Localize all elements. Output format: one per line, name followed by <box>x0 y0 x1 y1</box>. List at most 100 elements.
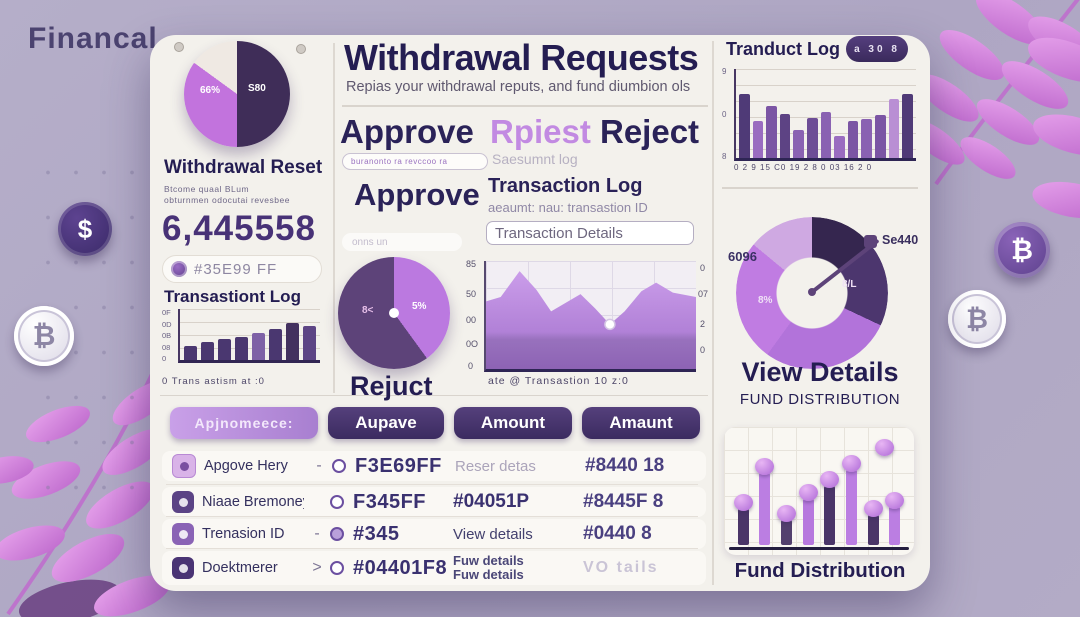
pie-slice-label-right: S80 <box>248 83 266 94</box>
leaf-branch-bottom-left <box>0 369 172 617</box>
row-code: #04401F8 <box>353 556 448 579</box>
row-separator: > <box>312 559 322 576</box>
bitcoin-coin-icon-right-white: ₿ <box>948 290 1006 348</box>
row-right-code: VO tails <box>583 559 659 576</box>
row-detail-link[interactable]: View details <box>453 525 533 543</box>
screw-icon-right <box>296 44 306 54</box>
meta-line-1: Btcome quaal BLum <box>164 184 250 194</box>
screw-icon-left <box>174 42 184 52</box>
area-ytick-right: 0 <box>700 263 706 273</box>
area-ytick: 0 <box>468 361 474 371</box>
pie-center-dot <box>389 308 399 318</box>
transaction-log-title-left: Transastiont Log <box>164 287 301 306</box>
row-label: Trenasion ID <box>202 526 285 542</box>
filter-button-amount-2[interactable]: Amaunt <box>582 407 700 439</box>
transaction-mini-bar-chart: 0F 0D 0B 08 0 <box>162 309 322 373</box>
fund-lollipop-bars <box>733 439 905 545</box>
bitcoin-coin-icon-left: ₿ <box>14 306 74 366</box>
donut-legend-label: Se440 <box>882 233 919 247</box>
mini-chart-y-axis: 0F 0D 0B 08 0 <box>162 308 172 363</box>
row-icon <box>172 557 194 579</box>
divider-left-column <box>333 43 335 393</box>
leaf-branch-top-right <box>907 0 1080 219</box>
filter-button-approve-light[interactable]: Apjnomeece: <box>170 407 318 439</box>
page-subtitle: Repias your withdrawal reputs, and fund … <box>346 79 691 95</box>
reject-pie-label-left: 8< <box>362 305 374 316</box>
bar-chart-y-axis: 9 0 8 <box>722 67 727 161</box>
withdrawal-reset-title: Withdrawal Reset <box>164 157 323 178</box>
fund-axis-line <box>729 546 909 550</box>
reject-pie-chart: 8< 5% <box>338 257 450 369</box>
meta-line-2: obturnmen odocutai revesbee <box>164 195 290 205</box>
mini-chart-bars <box>178 309 320 363</box>
transaction-log-subheading: aeaumt: nau: transastion ID <box>488 200 648 215</box>
donut-slice-label-dark: 8/L <box>842 279 857 290</box>
row-label: Doektmerer <box>202 560 278 576</box>
row-label: Niaae Bremoney <box>202 494 304 510</box>
reject-pie-label-right: 5% <box>412 301 427 312</box>
row-right-code: #0440 8 <box>583 523 652 544</box>
page-title: Withdrawal Requests <box>344 37 699 78</box>
reject-ghost-heading[interactable]: Rpiest <box>490 113 591 150</box>
row-detail: Reser detas <box>455 457 536 475</box>
bar-chart-bars <box>734 69 916 161</box>
approve-heading[interactable]: Approve <box>340 113 474 150</box>
row-bullet-icon <box>330 527 344 541</box>
area-ytick: 50 <box>466 289 477 299</box>
account-code: #35E99 FF <box>194 260 278 278</box>
product-log-badge[interactable]: a 30 8 <box>846 36 908 62</box>
table-row[interactable]: Trenasion ID - #345 View details #0440 8 <box>162 519 706 549</box>
row-icon <box>172 523 194 545</box>
fund-distribution-chart-panel <box>724 427 914 555</box>
row-icon <box>172 491 194 513</box>
row-label: Apgove Hery <box>204 458 288 474</box>
approve-meta-pill[interactable]: buranonto ra revccoo ra <box>342 153 488 170</box>
brand-text: Financal <box>28 22 158 55</box>
reject-heading[interactable]: Reject <box>600 113 700 150</box>
header-divider <box>342 105 708 107</box>
filter-button-amount-1[interactable]: Amount <box>454 407 572 439</box>
total-amount: 6,445558 <box>162 209 316 248</box>
area-ytick: 0O <box>466 339 479 349</box>
product-log-heading: Tranduct Log <box>726 39 840 59</box>
row-divider <box>166 484 698 485</box>
table-row[interactable]: Doektmerer > #04401F8 Fuw details Fuw de… <box>162 551 706 585</box>
row-code: F3E69FF <box>355 454 442 477</box>
area-ytick-right: 07 <box>698 289 709 299</box>
row-code: #345 <box>353 522 400 545</box>
row-detail-stack[interactable]: Fuw details Fuw details <box>453 553 524 582</box>
divider-right-column <box>712 41 714 585</box>
fund-donut-chart: 8% 8/L <box>736 217 888 369</box>
transaction-details-input[interactable] <box>486 221 694 245</box>
mini-chart-x-label: 0 Trans astism at :0 <box>162 376 265 387</box>
approve-secondary-pill: onns un <box>342 233 462 251</box>
bar-chart-x-ticks: 0 2 9 15 C0 19 2 8 0 03 16 2 0 <box>734 163 873 172</box>
dashboard-card: 66% S80 Withdrawal Reset Btcome quaal BL… <box>150 35 930 591</box>
account-code-badge[interactable]: #35E99 FF <box>162 255 322 283</box>
area-ytick: 00 <box>466 315 477 325</box>
divider-table-top <box>160 395 708 396</box>
view-details-button[interactable]: View Details <box>741 357 899 387</box>
right-divider-1 <box>722 187 918 189</box>
table-row[interactable]: Apgove Hery - F3E69FF Reser detas #8440 … <box>162 451 706 481</box>
approve-secondary-heading[interactable]: Approve <box>354 177 480 212</box>
product-log-bar-chart: 9 0 8 0 2 9 15 C0 19 2 8 0 03 16 2 0 <box>722 65 916 177</box>
dollar-coin-icon: $ <box>58 202 112 256</box>
donut-slice-label-light: 8% <box>758 295 773 306</box>
transaction-log-heading: Transaction Log <box>488 175 643 197</box>
row-divider <box>166 548 698 549</box>
area-x-label: ate @ Transastion 10 z:0 <box>488 375 629 387</box>
donut-side-label: 6096 <box>728 249 757 264</box>
pie-slice-label-left: 66% <box>200 85 221 96</box>
reject-caption[interactable]: Rejuct <box>350 371 433 401</box>
row-icon <box>172 454 196 478</box>
table-row[interactable]: Niaae Bremoney F345FF #04051P #8445F 8 <box>162 487 706 517</box>
row-bullet-icon <box>330 495 344 509</box>
row-separator: - <box>314 525 320 542</box>
fund-distribution-caption: Fund Distribution <box>734 559 906 582</box>
filter-button-approve-dark[interactable]: Aupave <box>328 407 444 439</box>
row-separator: - <box>316 457 322 474</box>
donut-legend-swatch <box>864 235 877 248</box>
